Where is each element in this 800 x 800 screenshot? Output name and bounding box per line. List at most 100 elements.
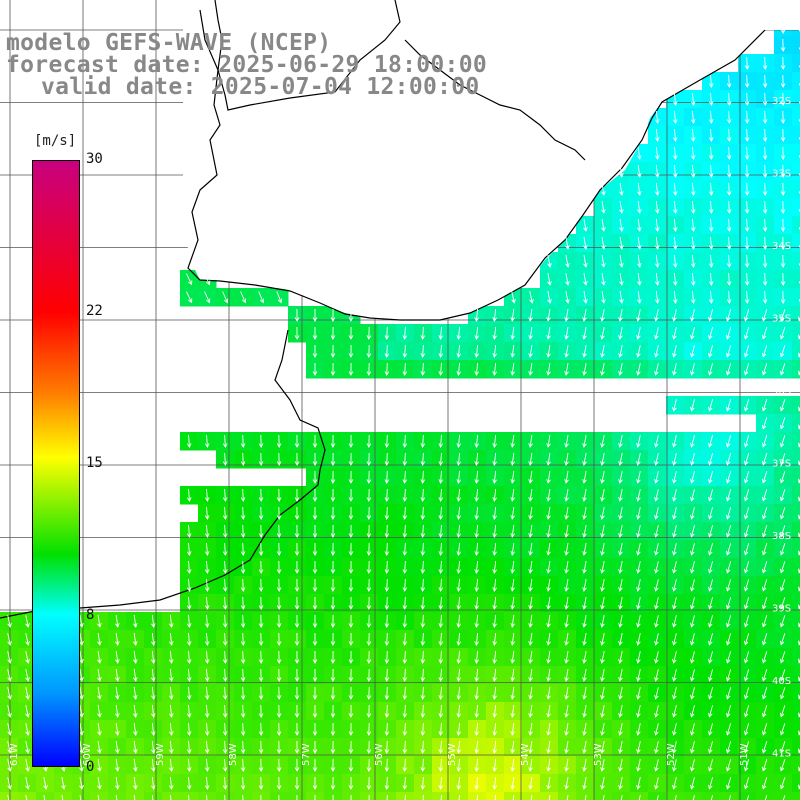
wind-arrow [168, 704, 174, 718]
wind-arrow [726, 218, 732, 232]
wind-arrow [637, 147, 642, 160]
wind-speed-cell [792, 216, 800, 235]
wind-arrow [672, 507, 677, 520]
wind-arrow [780, 164, 786, 178]
wind-arrow [708, 723, 714, 736]
wind-arrow [384, 344, 390, 358]
wind-arrow [654, 777, 659, 790]
wind-arrow [512, 795, 515, 800]
wind-arrow [456, 686, 462, 700]
wind-arrow [492, 614, 497, 628]
wind-arrow [492, 704, 497, 718]
wind-arrow [690, 687, 695, 700]
wind-arrow [761, 777, 768, 790]
wind-arrow [708, 453, 714, 466]
wind-arrow [422, 794, 424, 800]
wind-arrow [564, 345, 569, 358]
wind-arrow [619, 291, 624, 304]
wind-arrow [151, 758, 156, 772]
model-title: modelo GEFS-WAVE (NCEP) [6, 30, 332, 56]
wind-arrow [438, 722, 444, 736]
wind-arrow [600, 651, 605, 664]
wind-speed-cell [792, 486, 800, 505]
wind-arrow [348, 668, 354, 682]
wind-arrow [348, 308, 354, 322]
wind-arrow [456, 362, 462, 376]
wind-arrow [744, 182, 750, 196]
wind-arrow [708, 561, 714, 574]
wind-arrow [546, 705, 551, 718]
wind-arrow [204, 686, 210, 700]
wind-arrow [636, 633, 641, 646]
longitude-label: 60W [82, 743, 93, 766]
wind-arrow [564, 453, 569, 466]
wind-arrow [492, 686, 497, 700]
wind-arrow [690, 759, 695, 772]
wind-arrow [474, 506, 479, 520]
wind-arrow [708, 543, 714, 556]
wind-arrow [582, 723, 587, 736]
wind-arrow [185, 291, 193, 304]
wind-arrow [474, 632, 479, 646]
wind-arrow [708, 254, 714, 268]
wind-arrow [168, 776, 174, 790]
wind-arrow [97, 795, 100, 800]
wind-arrow [330, 578, 336, 592]
wind-arrow [618, 363, 623, 376]
wind-arrow [528, 687, 533, 700]
wind-arrow [618, 471, 623, 484]
wind-arrow [294, 488, 300, 502]
wind-arrow [384, 506, 390, 520]
wind-arrow [564, 759, 569, 772]
wind-arrow [779, 669, 786, 682]
wind-arrow [726, 110, 732, 124]
wind-arrow [636, 561, 641, 574]
wind-arrow [726, 435, 732, 448]
wind-arrow [366, 776, 372, 790]
wind-arrow [25, 741, 30, 754]
wind-arrow [636, 525, 641, 538]
wind-speed-cell [792, 774, 800, 793]
wind-arrow [276, 560, 282, 574]
wind-arrow [420, 596, 426, 610]
wind-arrow [474, 542, 479, 556]
wind-arrow [762, 236, 768, 250]
wind-arrow [582, 507, 587, 520]
wind-arrow [601, 201, 606, 214]
wind-arrow [743, 489, 750, 502]
wind-speed-cell [792, 198, 800, 217]
wind-arrow [276, 776, 282, 790]
wind-arrow [636, 777, 641, 790]
wind-arrow [726, 669, 732, 682]
wind-arrow [348, 434, 354, 448]
wind-arrow [151, 632, 156, 646]
forecast-date: forecast date: 2025-06-29 18:00:00 [6, 52, 488, 78]
wind-arrow [7, 633, 12, 646]
wind-arrow [204, 578, 210, 592]
wind-arrow [779, 561, 786, 574]
wind-arrow [708, 633, 714, 646]
wind-speed-cell [792, 306, 800, 325]
wind-arrow [618, 669, 623, 682]
wind-arrow [761, 345, 768, 358]
wind-arrow [744, 56, 750, 70]
wind-arrow [366, 614, 372, 628]
wind-arrow [79, 759, 84, 772]
wind-speed-cell [792, 630, 800, 649]
wind-arrow [456, 488, 462, 502]
wind-arrow [7, 741, 12, 754]
wind-arrow [474, 578, 479, 592]
wind-arrow [258, 632, 264, 646]
wind-arrow [743, 453, 750, 466]
wind-arrow [761, 525, 768, 538]
wind-arrow [384, 650, 390, 664]
wind-arrow [510, 309, 515, 322]
wind-arrow [672, 669, 677, 682]
wind-arrow [743, 309, 750, 322]
wind-speed-cell [792, 702, 800, 721]
wind-arrow [582, 345, 587, 358]
wind-arrow [222, 506, 228, 520]
wind-arrow [618, 615, 623, 628]
wind-arrow [761, 489, 768, 502]
wind-arrow [296, 794, 298, 800]
